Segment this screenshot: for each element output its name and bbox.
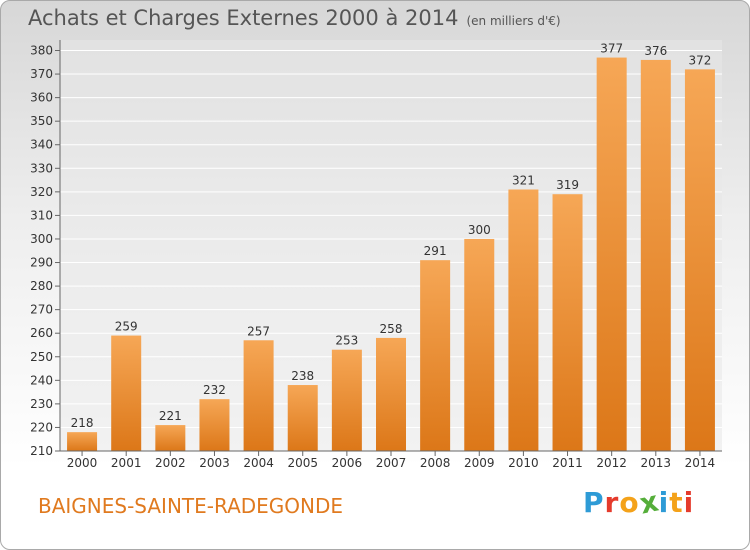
bar-2004 — [243, 340, 274, 451]
x-tick-label-2009: 2009 — [464, 456, 495, 470]
value-label-2002: 221 — [159, 409, 182, 423]
bar-2005 — [287, 385, 318, 451]
bar-2003 — [199, 399, 230, 451]
bar-2001 — [111, 335, 142, 451]
y-tick-label: 320 — [30, 185, 53, 199]
bar-2007 — [376, 337, 406, 451]
value-label-2013: 376 — [644, 44, 667, 58]
value-label-2008: 291 — [424, 244, 447, 258]
y-tick-label: 240 — [30, 373, 53, 387]
y-tick-label: 250 — [30, 350, 53, 364]
x-tick-label-2010: 2010 — [508, 456, 539, 470]
y-tick-label: 220 — [30, 420, 53, 434]
bar-2000 — [67, 432, 98, 451]
bar-2010 — [508, 189, 539, 451]
x-tick-label-2007: 2007 — [376, 456, 407, 470]
logo-letter: i — [658, 486, 670, 519]
proxiti-logo: Proxiti — [583, 484, 695, 520]
value-label-2014: 372 — [688, 53, 711, 67]
chart-title-text: Achats et Charges Externes 2000 à 2014 — [28, 6, 459, 30]
y-tick-label: 370 — [30, 67, 53, 81]
y-tick-label: 340 — [30, 138, 53, 152]
bar-2002 — [155, 425, 186, 451]
logo-letter: P — [583, 486, 605, 519]
y-tick-label: 280 — [30, 279, 53, 293]
y-tick-label: 290 — [30, 256, 53, 270]
x-tick-label-2013: 2013 — [641, 456, 672, 470]
value-label-2010: 321 — [512, 173, 535, 187]
value-label-2009: 300 — [468, 223, 491, 237]
value-label-2011: 319 — [556, 178, 579, 192]
value-label-2007: 258 — [380, 322, 403, 336]
x-tick-label-2000: 2000 — [67, 456, 98, 470]
bar-2012 — [596, 57, 627, 451]
bar-2006 — [331, 349, 362, 451]
x-tick-label-2004: 2004 — [243, 456, 274, 470]
bars — [67, 57, 715, 452]
x-tick-label-2005: 2005 — [287, 456, 318, 470]
logo-letter: i — [683, 486, 695, 519]
value-label-2004: 257 — [247, 324, 270, 338]
y-tick-label: 310 — [30, 208, 53, 222]
bar-2011 — [552, 194, 583, 452]
x-tick-label-2008: 2008 — [420, 456, 451, 470]
value-label-2000: 218 — [71, 416, 94, 430]
bar-2008 — [420, 260, 451, 451]
logo-letter: o — [619, 486, 640, 519]
value-label-2001: 259 — [115, 320, 138, 334]
x-tick-label-2011: 2011 — [552, 456, 583, 470]
x-tick-label-2012: 2012 — [596, 456, 627, 470]
x-tick-label-2003: 2003 — [199, 456, 230, 470]
y-tick-label: 300 — [30, 232, 53, 246]
value-labels: 218 259 221 232 257 238 253 258 291 300 321 319 377 3… — [71, 42, 712, 431]
commune-name: BAIGNES-SAINTE-RADEGONDE — [38, 494, 344, 518]
value-label-2006: 253 — [335, 334, 358, 348]
value-label-2003: 232 — [203, 383, 226, 397]
bar-2013 — [640, 59, 671, 452]
bar-2014 — [684, 69, 715, 452]
y-tick-label: 350 — [30, 114, 53, 128]
value-label-2012: 377 — [600, 42, 623, 56]
y-tick-labels: 210 220 230 240 250 260 270 280 290 300 310 320 330 3… — [30, 44, 60, 458]
y-tick-label: 360 — [30, 91, 53, 105]
y-tick-label: 380 — [30, 44, 53, 58]
logo-letter: t — [669, 486, 684, 519]
y-tick-label: 210 — [30, 444, 53, 458]
x-tick-label-2006: 2006 — [332, 456, 363, 470]
y-tick-label: 330 — [30, 161, 53, 175]
y-tick-label: 260 — [30, 326, 53, 340]
x-tick-labels: 2000 2001 2002 2003 2004 2005 2006 2007 2008 2009… — [67, 451, 715, 470]
bar-2009 — [464, 238, 495, 451]
x-tick-label-2001: 2001 — [111, 456, 142, 470]
value-label-2005: 238 — [291, 369, 314, 383]
chart-title: Achats et Charges Externes 2000 à 2014 (e… — [28, 6, 561, 30]
chart-subtitle: (en milliers d'€) — [466, 14, 561, 28]
logo-letter: r — [604, 486, 620, 519]
x-tick-label-2014: 2014 — [685, 456, 716, 470]
x-tick-label-2002: 2002 — [155, 456, 186, 470]
y-tick-label: 270 — [30, 303, 53, 317]
y-tick-label: 230 — [30, 397, 53, 411]
